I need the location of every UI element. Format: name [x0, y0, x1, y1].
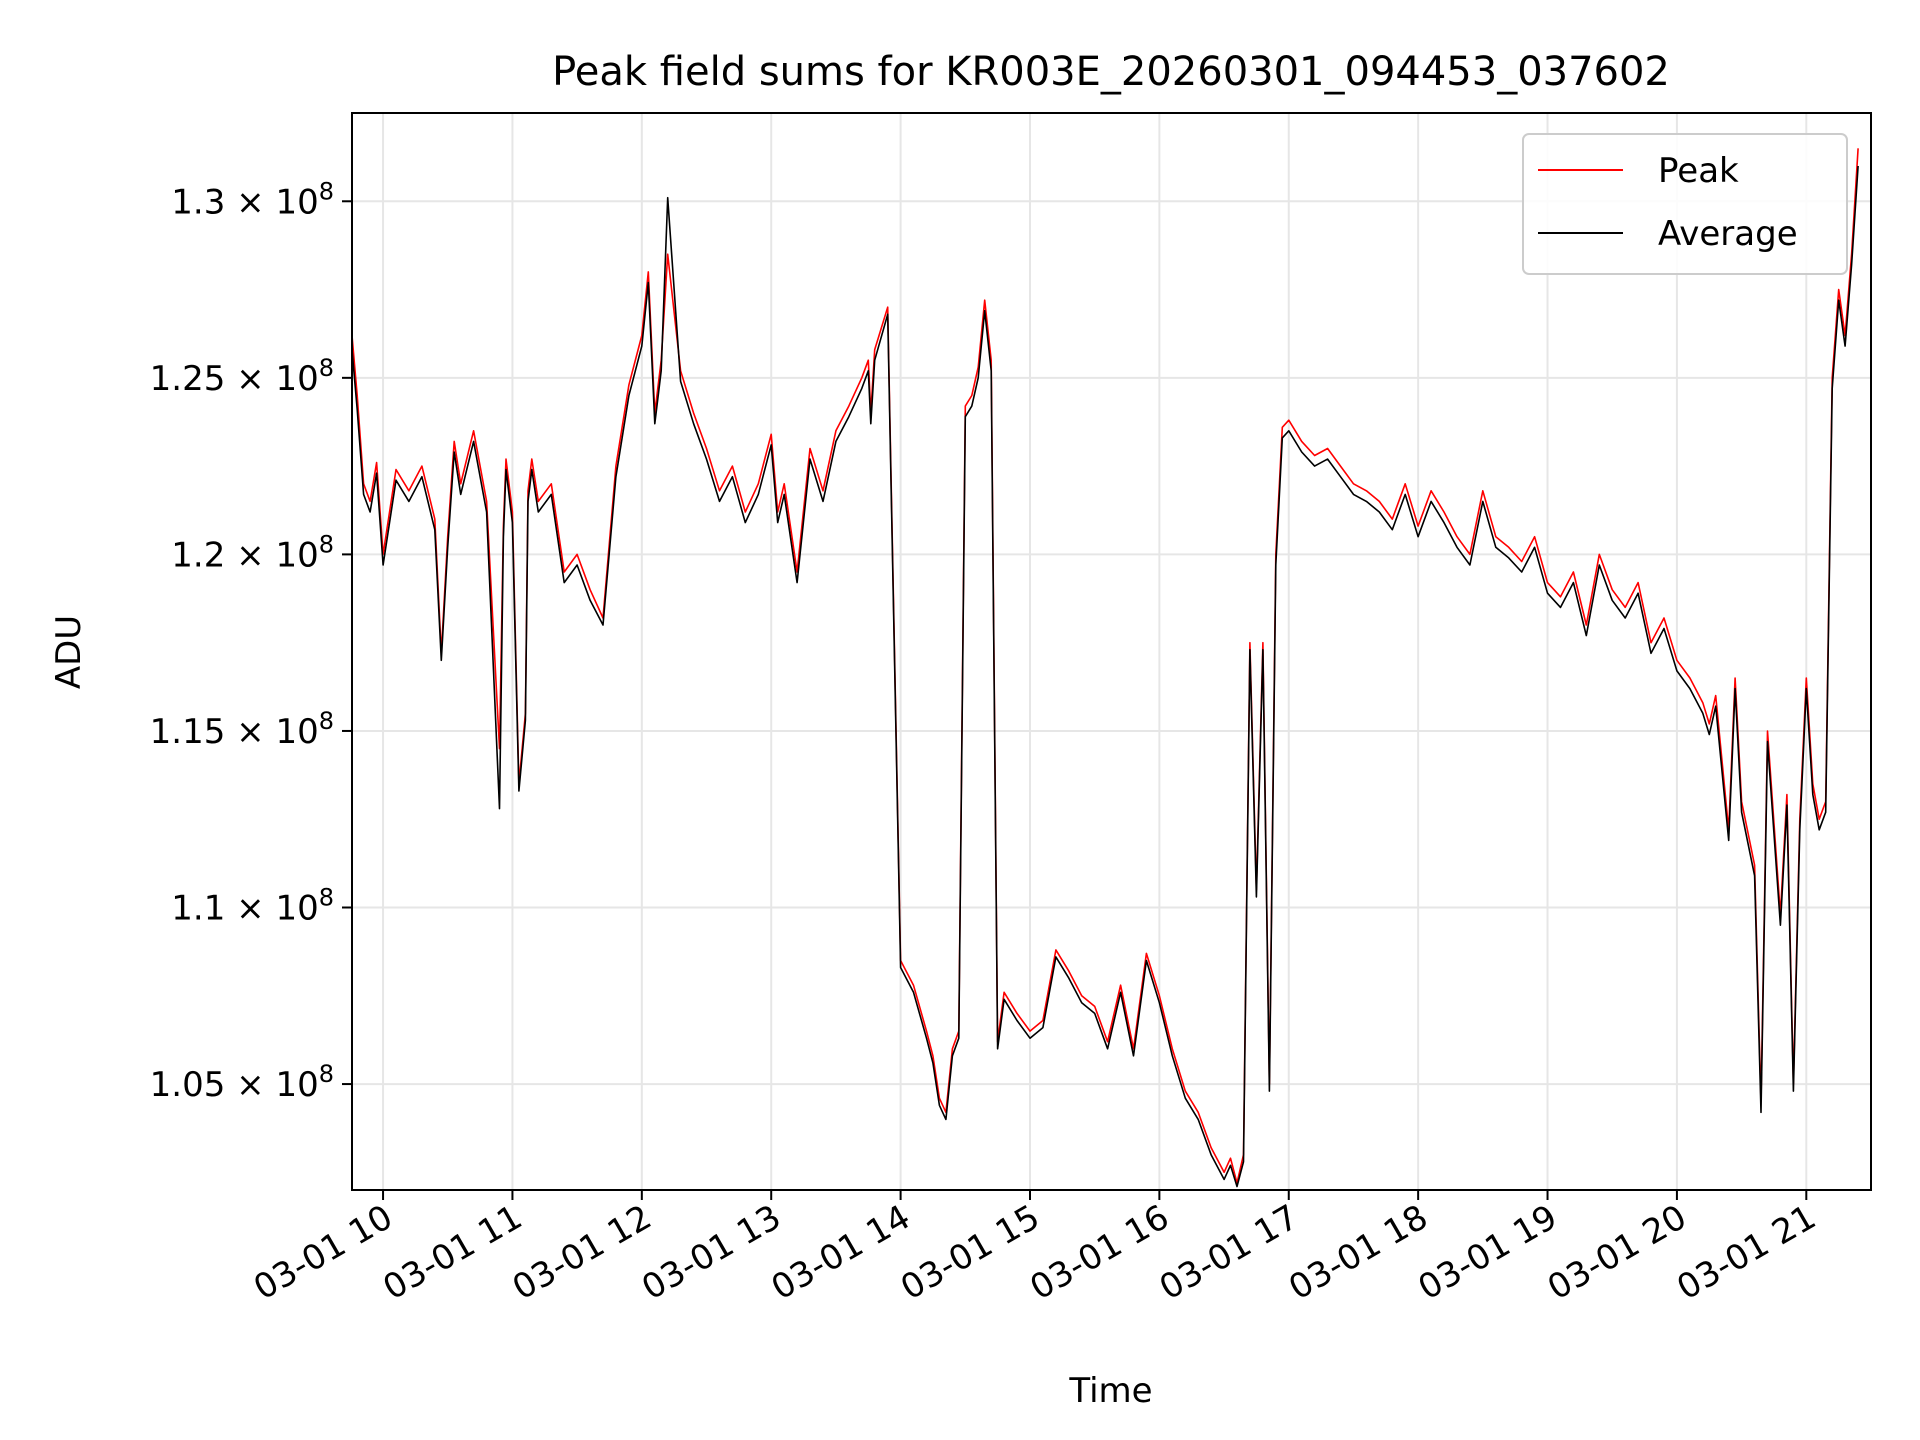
y-tick-label: 1.3 × 108: [171, 177, 334, 222]
y-tick-times: × 10: [225, 1065, 318, 1105]
y-tick-mantissa: 1.3: [171, 182, 225, 222]
y-tick-times: × 10: [225, 359, 318, 399]
y-tick-mantissa: 1.15: [150, 712, 226, 752]
chart-title: Peak field sums for KR003E_20260301_0944…: [552, 49, 1670, 95]
y-tick-mantissa: 1.25: [150, 359, 226, 399]
y-tick-exponent: 8: [319, 530, 334, 558]
series-line-average: [351, 165, 1859, 1188]
series-layer: [351, 148, 1859, 1188]
legend: Peak Average: [1522, 133, 1848, 275]
legend-peak-label: Peak: [1658, 151, 1739, 191]
y-tick-exponent: 8: [319, 707, 334, 735]
y-tick-label: 1.25 × 108: [150, 354, 334, 399]
y-axis-label: ADU: [49, 615, 89, 689]
grid-lines: [352, 113, 1871, 1190]
legend-average-label: Average: [1658, 214, 1798, 254]
series-line-peak: [351, 148, 1859, 1184]
plot-frame: [351, 112, 1872, 1191]
y-tick-label: 1.2 × 108: [171, 530, 334, 575]
y-tick-label: 1.1 × 108: [171, 884, 334, 929]
y-tick-mantissa: 1.1: [171, 889, 225, 929]
y-tick-exponent: 8: [319, 884, 334, 912]
y-tick-exponent: 8: [319, 1060, 334, 1088]
y-tick-label: 1.05 × 108: [150, 1060, 334, 1105]
y-tick-label: 1.15 × 108: [150, 707, 334, 752]
x-axis-label: Time: [1068, 1371, 1152, 1411]
y-tick-times: × 10: [225, 182, 318, 222]
y-tick-exponent: 8: [319, 354, 334, 382]
y-tick-mantissa: 1.05: [150, 1065, 226, 1105]
y-tick-times: × 10: [225, 535, 318, 575]
y-tick-exponent: 8: [319, 177, 334, 205]
y-tick-times: × 10: [225, 889, 318, 929]
y-tick-mantissa: 1.2: [171, 535, 225, 575]
y-tick-times: × 10: [225, 712, 318, 752]
